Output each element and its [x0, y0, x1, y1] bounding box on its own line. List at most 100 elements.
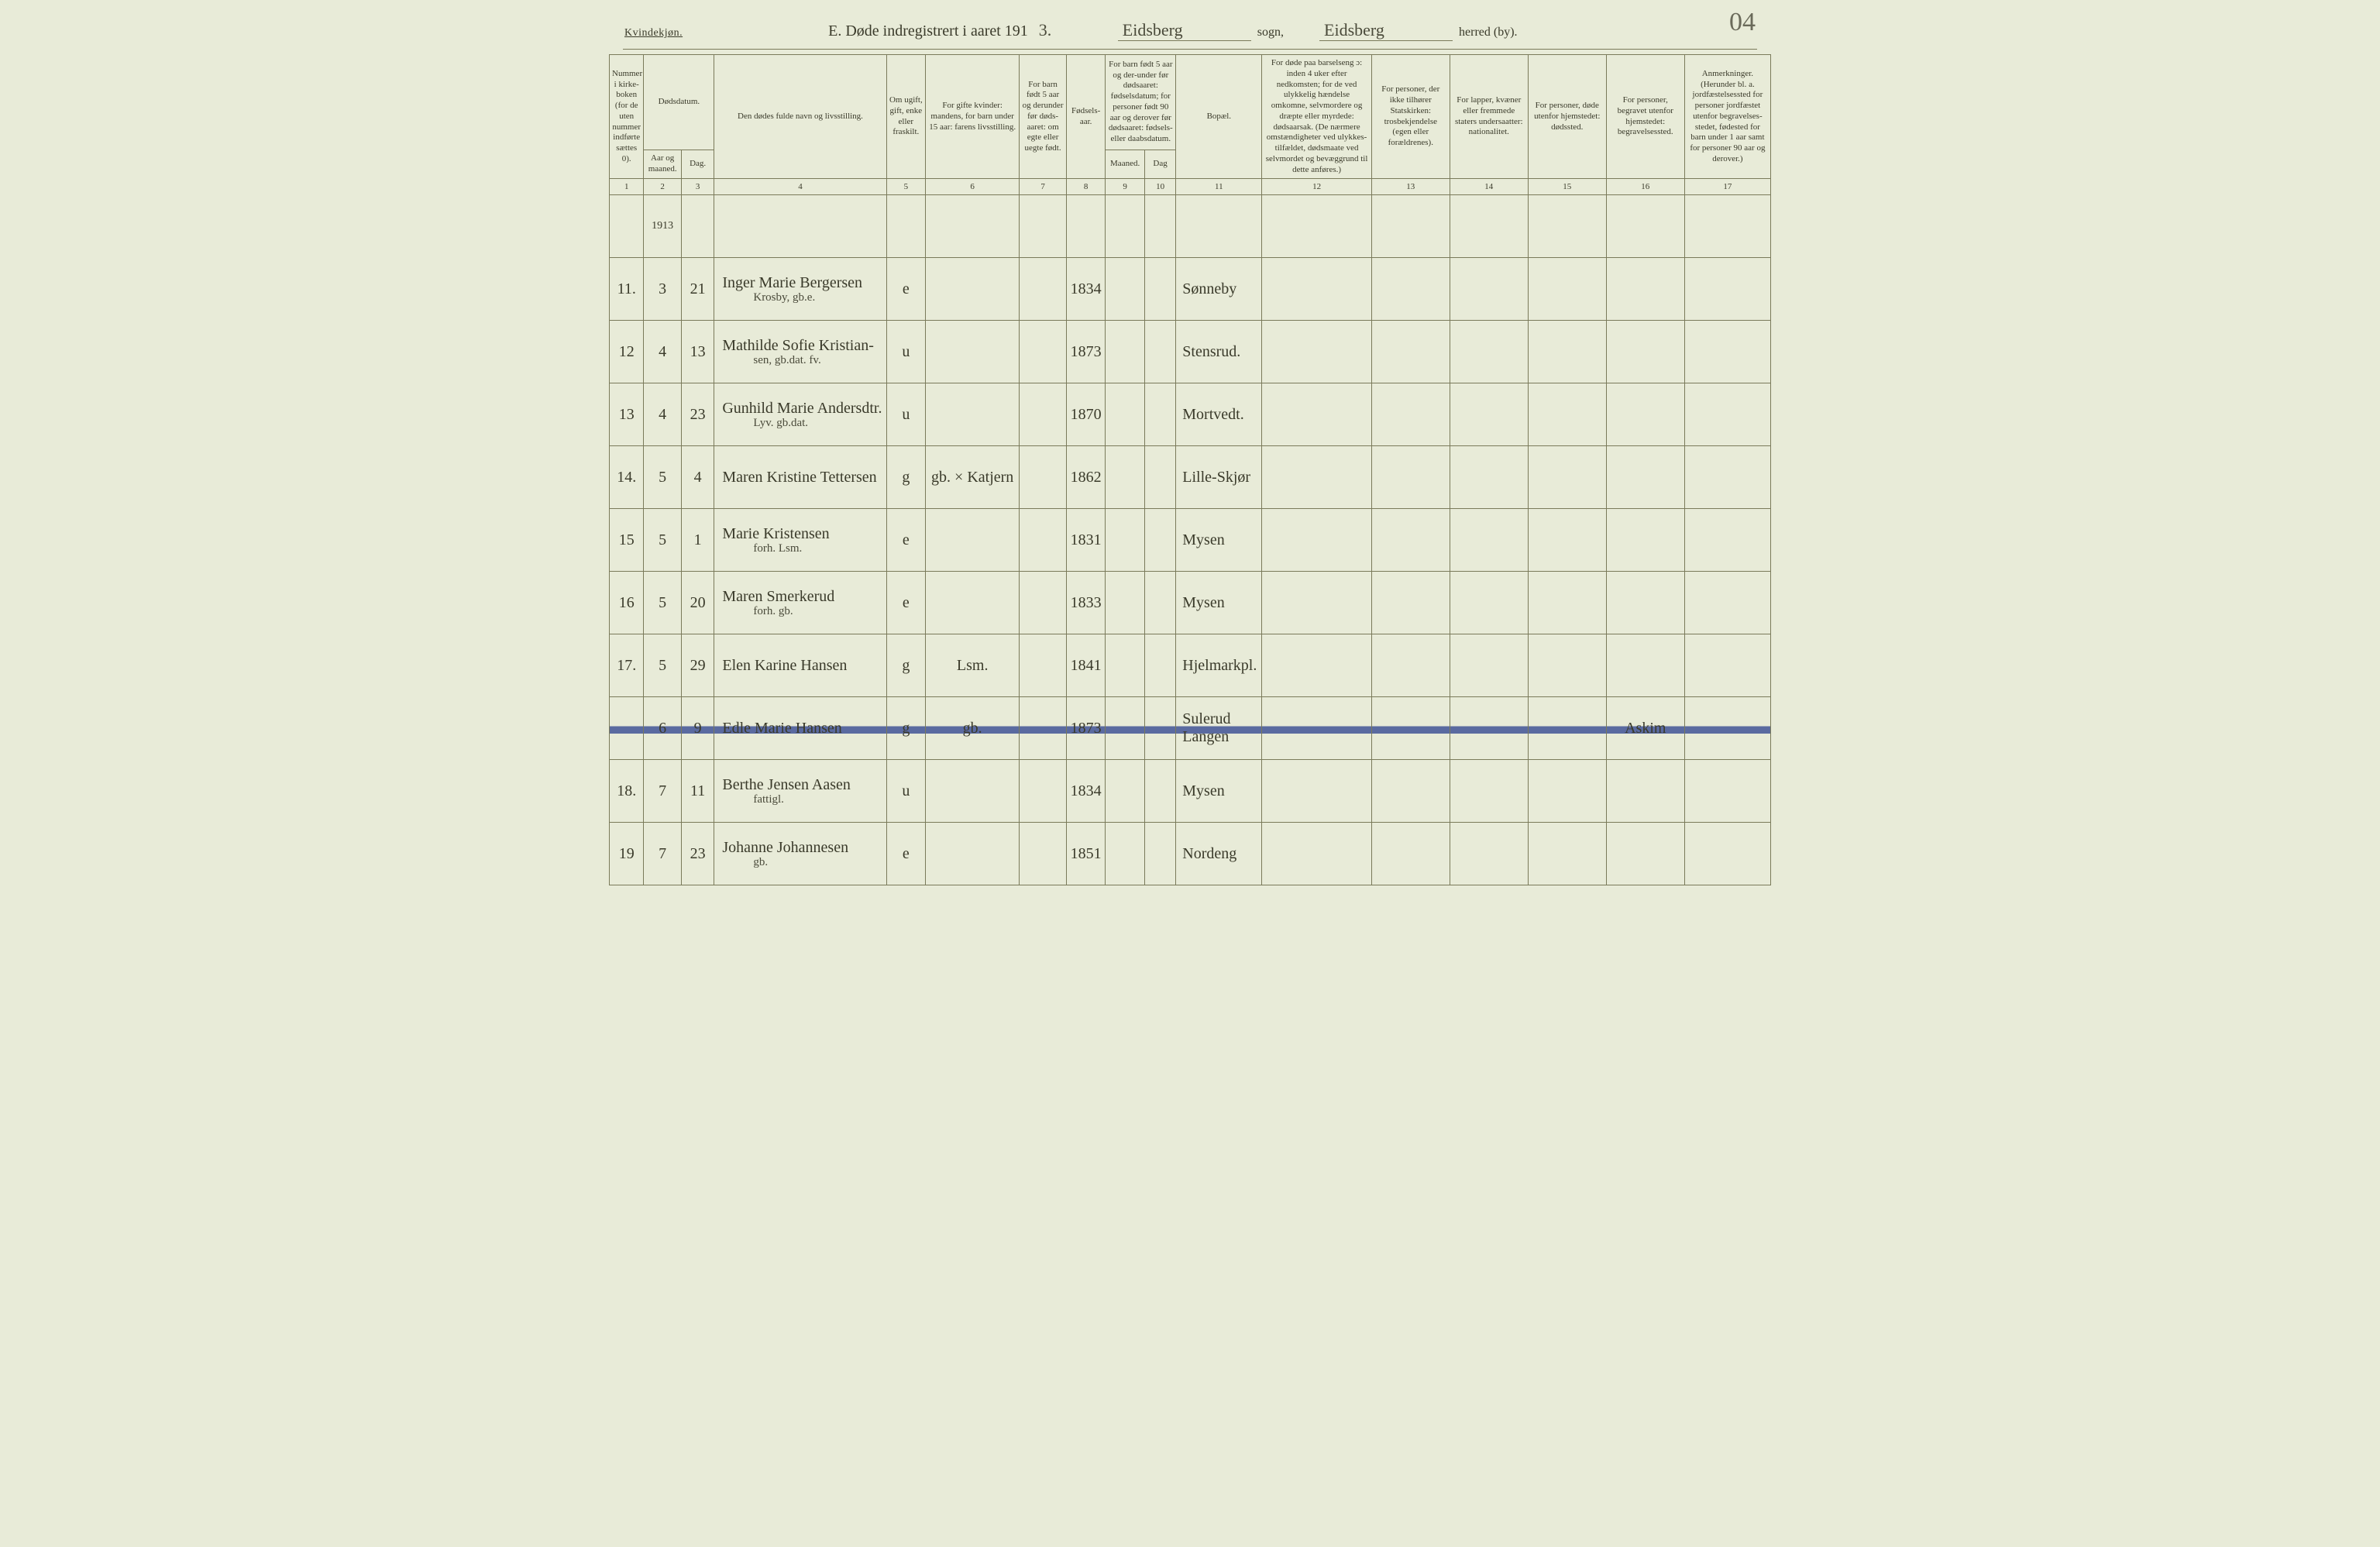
cell: 1833: [1066, 572, 1106, 634]
cell: Mortvedt.: [1176, 383, 1262, 446]
cell: g: [886, 634, 926, 697]
table-row: 18.711Berthe Jensen Aasenfattigl.u1834My…: [610, 760, 1771, 823]
cell: [1528, 697, 1606, 760]
cell: [1606, 634, 1684, 697]
cell: [1528, 823, 1606, 885]
cell: [1144, 697, 1175, 760]
cell: [1020, 572, 1067, 634]
cell: [1262, 823, 1371, 885]
cell: e: [886, 823, 926, 885]
cell: 16: [610, 572, 644, 634]
table-body: 1913 11.321Inger Marie BergersenKrosby, …: [610, 195, 1771, 885]
cell: 1873: [1066, 321, 1106, 383]
cell: u: [886, 383, 926, 446]
cell: [1144, 760, 1175, 823]
cell: Mysen: [1176, 572, 1262, 634]
cell: [1450, 509, 1528, 572]
cell: [1606, 258, 1684, 321]
col-header: Den dødes fulde navn og livsstilling.: [714, 55, 886, 179]
cell: [926, 258, 1020, 321]
sogn-label: sogn,: [1257, 26, 1284, 40]
cell: [1020, 509, 1067, 572]
cell: [1144, 823, 1175, 885]
year-row: 1913: [610, 195, 1771, 258]
cell: gb. × Katjern: [926, 446, 1020, 509]
name-subline: fattigl.: [722, 793, 883, 806]
title-prefix: E. Døde indregistrert i aaret 191: [828, 22, 1028, 40]
cell: 23: [681, 823, 714, 885]
name-subline: forh. gb.: [722, 605, 883, 618]
cell: [1262, 258, 1371, 321]
colnum: 15: [1528, 179, 1606, 195]
cell: [1106, 697, 1145, 760]
colnum: 7: [1020, 179, 1067, 195]
cell: Askim: [1606, 697, 1684, 760]
cell: [1106, 258, 1145, 321]
cell: [1020, 446, 1067, 509]
cell: [1371, 634, 1450, 697]
cell: [1371, 446, 1450, 509]
cell: [1106, 321, 1145, 383]
col-header: Dødsdatum.: [644, 55, 714, 150]
cell: Mysen: [1176, 509, 1262, 572]
col-header: Fødsels-aar.: [1066, 55, 1106, 179]
colnum: 10: [1144, 179, 1175, 195]
cell: gb.: [926, 697, 1020, 760]
cell: [1606, 760, 1684, 823]
cell: Sønneby: [1176, 258, 1262, 321]
cell: [1106, 383, 1145, 446]
cell: [1020, 823, 1067, 885]
cell: [1528, 572, 1606, 634]
cell: 7: [644, 760, 681, 823]
table-row: 19723Johanne Johannesengb.e1851Nordeng: [610, 823, 1771, 885]
cell: [1684, 446, 1770, 509]
table-row: 14.54Maren Kristine Tettersenggb. × Katj…: [610, 446, 1771, 509]
col-subheader: Maaned.: [1106, 150, 1145, 179]
cell: 13: [681, 321, 714, 383]
col-header: For personer, døde utenfor hjemstedet: d…: [1528, 55, 1606, 179]
table-row: 16520Maren Smerkerudforh. gb.e1833Mysen: [610, 572, 1771, 634]
cell: 1873: [1066, 697, 1106, 760]
cell: [1684, 258, 1770, 321]
cell: [1020, 258, 1067, 321]
ledger-table: Nummer i kirke-boken (for de uten nummer…: [609, 54, 1771, 885]
cell: [1684, 697, 1770, 760]
cell: [1528, 383, 1606, 446]
cell: 3: [644, 258, 681, 321]
year-cell: 1913: [644, 195, 681, 258]
cell: Stensrud.: [1176, 321, 1262, 383]
cell: [1528, 446, 1606, 509]
cell: [926, 321, 1020, 383]
cell: 21: [681, 258, 714, 321]
cell: [1106, 572, 1145, 634]
cell: [1684, 634, 1770, 697]
cell: 1834: [1066, 258, 1106, 321]
cell: [926, 760, 1020, 823]
name-subline: sen, gb.dat. fv.: [722, 354, 883, 367]
colnum: 9: [1106, 179, 1145, 195]
cell: [1684, 572, 1770, 634]
cell: [1606, 321, 1684, 383]
cell: 1834: [1066, 760, 1106, 823]
colnum: 14: [1450, 179, 1528, 195]
cell: 5: [644, 446, 681, 509]
cell: 1870: [1066, 383, 1106, 446]
cell: 1: [681, 509, 714, 572]
colnum: 11: [1176, 179, 1262, 195]
table-row: 69Edle Marie Hansenggb.1873Sulerud Lange…: [610, 697, 1771, 760]
cell: [1450, 697, 1528, 760]
cell: Lsm.: [926, 634, 1020, 697]
cell: 6: [644, 697, 681, 760]
cell: [1684, 321, 1770, 383]
col-subheader: Dag.: [681, 150, 714, 179]
cell: [1144, 446, 1175, 509]
cell: Mathilde Sofie Kristian-sen, gb.dat. fv.: [714, 321, 886, 383]
cell: [1020, 321, 1067, 383]
cell: [1144, 383, 1175, 446]
cell: [1684, 383, 1770, 446]
cell: [1262, 760, 1371, 823]
cell: [1606, 509, 1684, 572]
cell: Hjelmarkpl.: [1176, 634, 1262, 697]
cell: [1262, 572, 1371, 634]
cell: [1106, 634, 1145, 697]
